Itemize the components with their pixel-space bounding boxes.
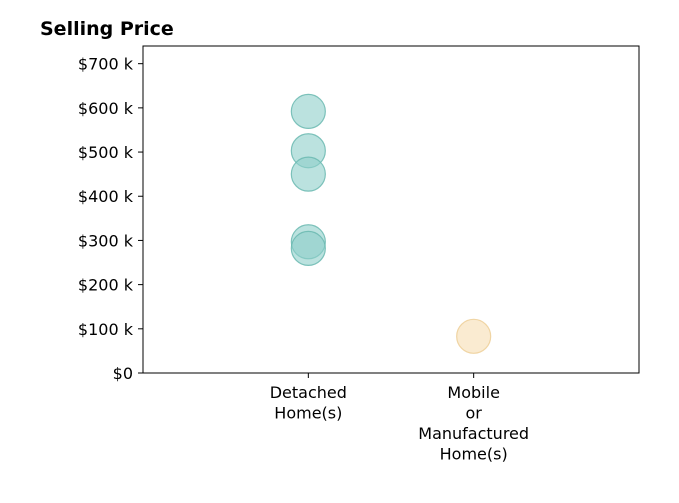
y-tick-label: $700 k <box>78 55 134 74</box>
data-point <box>290 156 326 192</box>
data-point <box>456 318 492 354</box>
y-tick-label: $600 k <box>78 99 134 118</box>
x-tick-label: Manufactured <box>418 424 529 443</box>
y-tick-label: $400 k <box>78 187 134 206</box>
data-points <box>290 93 492 354</box>
x-tick-label: or <box>465 404 482 423</box>
x-tick-label: Home(s) <box>274 404 342 423</box>
chart-title: Selling Price <box>40 18 174 40</box>
plot-area-frame <box>142 45 640 374</box>
data-point <box>290 93 326 130</box>
y-tick-label: $200 k <box>78 276 134 295</box>
x-tick-label: Detached <box>270 383 347 402</box>
data-point <box>290 230 326 266</box>
y-tick-label: $500 k <box>78 143 134 162</box>
x-tick-label: Home(s) <box>440 445 508 464</box>
y-tick-label: $100 k <box>78 320 134 339</box>
x-tick-label: Mobile <box>447 383 499 402</box>
y-tick-label: $0 <box>113 364 133 383</box>
y-tick-label: $300 k <box>78 231 134 250</box>
y-axis: $0 $100 k $200 k $300 k $400 k $500 k $600 k $7… <box>78 55 143 383</box>
